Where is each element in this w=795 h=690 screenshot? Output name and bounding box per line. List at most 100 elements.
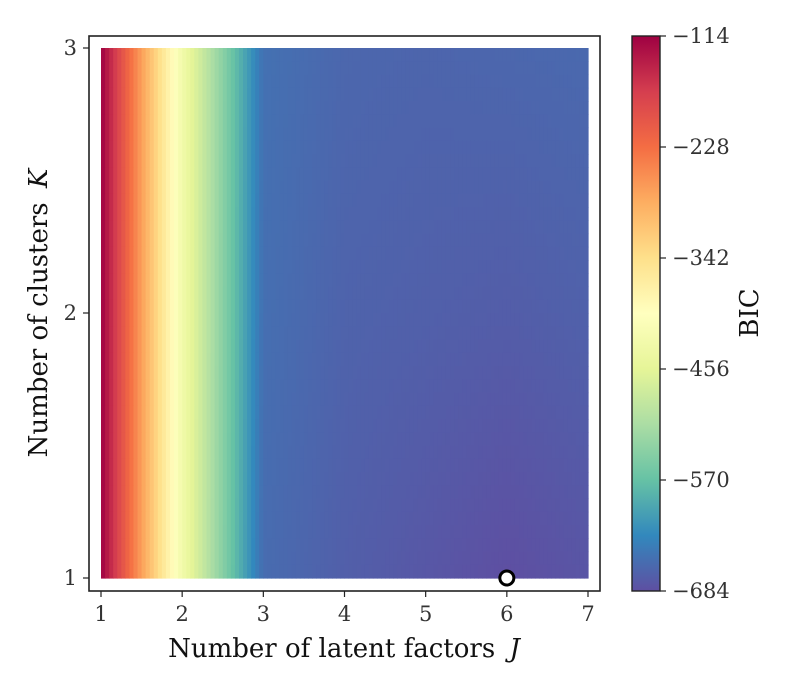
heatmap-cell: [101, 207, 106, 221]
heatmap-cell: [328, 419, 333, 433]
heatmap-cell: [178, 299, 183, 314]
heatmap-cell: [255, 445, 260, 460]
heatmap-cell: [234, 140, 240, 155]
heatmap-cell: [312, 74, 317, 89]
heatmap-cell: [194, 180, 199, 195]
heatmap-cell: [401, 445, 406, 460]
heatmap-cell: [486, 326, 492, 341]
heatmap-cell: [165, 220, 171, 235]
heatmap-cell: [368, 286, 374, 301]
heatmap-cell: [320, 472, 325, 486]
heatmap-cell: [190, 419, 195, 433]
heatmap-cell: [356, 260, 362, 274]
heatmap-cell: [474, 419, 480, 433]
heatmap-cell: [405, 207, 411, 221]
heatmap-cell: [222, 432, 228, 447]
heatmap-cell: [194, 366, 199, 380]
heatmap-cell: [169, 445, 175, 460]
heatmap-cell: [445, 167, 451, 182]
heatmap-cell: [153, 551, 159, 566]
heatmap-cell: [433, 445, 439, 460]
heatmap-cell: [157, 485, 163, 500]
heatmap-cell: [535, 564, 540, 579]
heatmap-cell: [238, 379, 244, 394]
heatmap-cell: [519, 87, 524, 102]
heatmap-cell: [210, 286, 216, 301]
heatmap-cell: [413, 220, 419, 235]
heatmap-cell: [137, 564, 143, 579]
heatmap-cell: [413, 127, 419, 142]
heatmap-cell: [523, 511, 528, 526]
heatmap-cell: [129, 207, 135, 221]
heatmap-cell: [238, 458, 244, 473]
heatmap-cell: [393, 564, 398, 579]
heatmap-cell: [555, 273, 561, 288]
heatmap-cell: [519, 246, 524, 261]
heatmap-cell: [214, 366, 220, 380]
heatmap-cell: [275, 392, 281, 407]
heatmap-cell: [169, 379, 175, 394]
heatmap-cell: [344, 167, 350, 182]
heatmap-cell: [470, 220, 475, 235]
heatmap-cell: [579, 445, 585, 460]
heatmap-cell: [109, 458, 114, 473]
heatmap-cell: [194, 564, 199, 579]
heatmap-cell: [133, 405, 139, 420]
heatmap-cell: [450, 260, 455, 274]
heatmap-cell: [303, 220, 309, 235]
heatmap-cell: [186, 127, 191, 142]
heatmap-cell: [214, 498, 220, 513]
heatmap-cell: [417, 326, 423, 341]
heatmap-cell: [340, 286, 346, 301]
heatmap-cell: [157, 511, 163, 526]
heatmap-cell: [506, 313, 512, 327]
heatmap-cell: [543, 193, 549, 208]
heatmap-cell: [352, 419, 358, 433]
heatmap-cell: [441, 432, 447, 447]
heatmap-cells: [101, 48, 589, 579]
heatmap-cell: [523, 220, 528, 235]
heatmap-cell: [153, 379, 159, 394]
heatmap-cell: [401, 127, 406, 142]
heatmap-cell: [153, 564, 159, 579]
heatmap-cell: [153, 207, 159, 221]
heatmap-cell: [543, 299, 549, 314]
heatmap-cell: [316, 140, 321, 155]
heatmap-cell: [368, 498, 374, 513]
heatmap-cell: [149, 286, 155, 301]
heatmap-cell: [579, 74, 585, 89]
heatmap-cell: [555, 405, 561, 420]
heatmap-cell: [506, 366, 512, 380]
heatmap-cell: [230, 366, 236, 380]
heatmap-cell: [433, 220, 439, 235]
heatmap-cell: [559, 299, 565, 314]
heatmap-cell: [275, 260, 281, 274]
heatmap-cell: [255, 392, 260, 407]
heatmap-cell: [417, 538, 423, 553]
heatmap-cell: [109, 127, 114, 142]
heatmap-cell: [202, 246, 208, 261]
heatmap-cell: [275, 405, 281, 420]
heatmap-cell: [109, 366, 114, 380]
heatmap-cell: [506, 193, 512, 208]
heatmap-cell: [502, 61, 508, 76]
heatmap-cell: [437, 419, 443, 433]
heatmap-cell: [153, 405, 159, 420]
heatmap-cell: [133, 140, 139, 155]
heatmap-cell: [161, 538, 167, 553]
heatmap-cell: [161, 246, 167, 261]
heatmap-cell: [340, 207, 346, 221]
heatmap-cell: [291, 48, 297, 62]
heatmap-cell: [174, 498, 179, 513]
heatmap-cell: [502, 458, 508, 473]
heatmap-cell: [405, 458, 411, 473]
heatmap-cell: [234, 366, 240, 380]
heatmap-cell: [255, 313, 260, 327]
heatmap-cell: [478, 405, 484, 420]
heatmap-cell: [429, 313, 435, 327]
heatmap-cell: [385, 511, 390, 526]
heatmap-cell: [547, 127, 553, 142]
heatmap-cell: [417, 485, 423, 500]
heatmap-cell: [307, 326, 313, 341]
heatmap-cell: [555, 379, 561, 394]
